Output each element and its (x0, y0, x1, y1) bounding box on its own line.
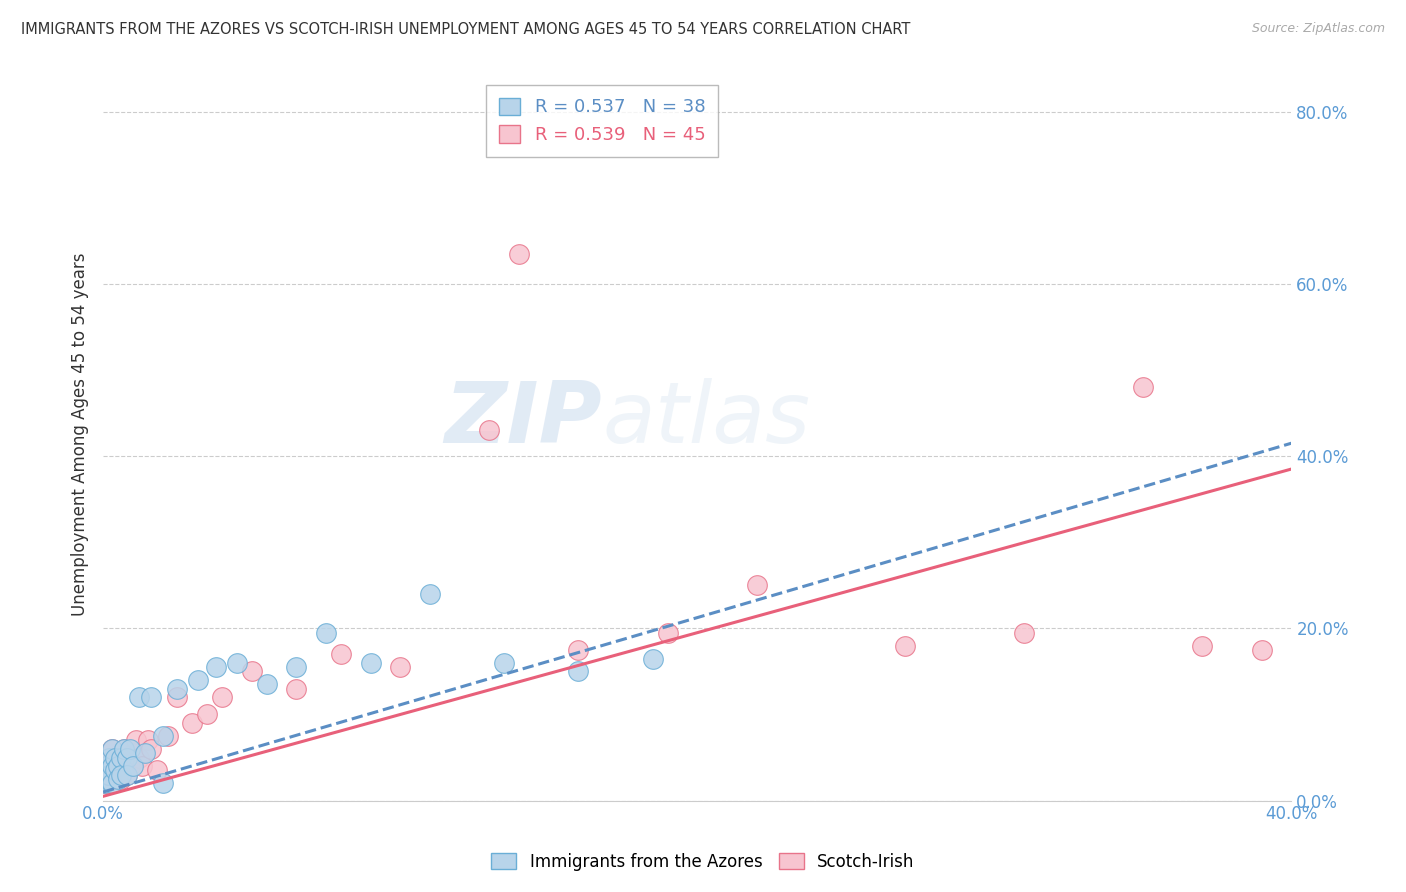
Point (152, 729, 174, 743)
Point (152, 776, 174, 790)
Point (110, 768, 132, 782)
Point (94, 772, 117, 786)
Point (419, 587, 441, 601)
Point (567, 665, 589, 679)
Point (94, 759, 117, 773)
Point (118, 759, 141, 773)
Point (98, 768, 121, 782)
Point (93, 776, 115, 790)
Point (894, 639, 917, 653)
Point (134, 746, 156, 760)
Point (121, 746, 143, 760)
Point (101, 742, 124, 756)
Point (121, 759, 143, 773)
Point (94, 759, 117, 773)
Point (98, 750, 121, 764)
Point (1132, 380, 1154, 394)
Point (110, 772, 132, 786)
Point (104, 750, 127, 764)
Point (508, 246, 530, 260)
Point (478, 423, 501, 437)
Point (745, 578, 768, 592)
Point (285, 681, 308, 696)
Point (1250, 643, 1272, 657)
Point (225, 656, 247, 670)
Point (97, 768, 120, 782)
Point (112, 742, 135, 756)
Point (139, 690, 162, 705)
Point (101, 768, 124, 782)
Legend: Immigrants from the Azores, Scotch-Irish: Immigrants from the Azores, Scotch-Irish (482, 845, 924, 880)
Point (101, 759, 124, 773)
Point (115, 768, 138, 782)
Point (657, 625, 679, 640)
Y-axis label: Unemployment Among Ages 45 to 54 years: Unemployment Among Ages 45 to 54 years (72, 252, 89, 616)
Point (112, 759, 135, 773)
Point (139, 742, 162, 756)
Legend: R = 0.537   N = 38, R = 0.539   N = 45: R = 0.537 N = 38, R = 0.539 N = 45 (486, 85, 718, 157)
Point (205, 660, 228, 674)
Point (112, 742, 135, 756)
Point (315, 625, 337, 640)
Text: ZIP: ZIP (444, 378, 602, 461)
Point (285, 660, 308, 674)
Text: Source: ZipAtlas.com: Source: ZipAtlas.com (1251, 22, 1385, 36)
Point (104, 772, 127, 786)
Point (104, 764, 127, 778)
Point (107, 768, 129, 782)
Point (94, 772, 117, 786)
Point (567, 643, 589, 657)
Point (166, 681, 188, 696)
Point (98, 768, 121, 782)
Point (104, 750, 127, 764)
Point (125, 733, 148, 747)
Text: atlas: atlas (602, 378, 810, 461)
Point (98, 750, 121, 764)
Point (145, 764, 167, 778)
Point (211, 690, 233, 705)
Point (195, 707, 218, 722)
Point (107, 772, 129, 786)
Point (360, 656, 382, 670)
Point (98, 764, 121, 778)
Point (181, 716, 204, 731)
Point (166, 690, 188, 705)
Point (107, 759, 129, 773)
Point (389, 660, 412, 674)
Point (115, 750, 138, 764)
Point (101, 759, 124, 773)
Point (107, 759, 129, 773)
Point (101, 742, 124, 756)
Point (1191, 639, 1213, 653)
Point (157, 729, 180, 743)
Point (256, 677, 278, 691)
Point (110, 750, 132, 764)
Point (101, 776, 124, 790)
Point (128, 750, 150, 764)
Point (93, 776, 115, 790)
Point (641, 651, 664, 665)
Point (115, 768, 138, 782)
Point (494, 656, 516, 670)
Point (110, 750, 132, 764)
Point (136, 733, 159, 747)
Point (1012, 625, 1035, 640)
Point (115, 750, 138, 764)
Point (187, 673, 209, 687)
Text: IMMIGRANTS FROM THE AZORES VS SCOTCH-IRISH UNEMPLOYMENT AMONG AGES 45 TO 54 YEAR: IMMIGRANTS FROM THE AZORES VS SCOTCH-IRI… (21, 22, 911, 37)
Point (118, 742, 141, 756)
Point (131, 759, 153, 773)
Point (128, 690, 150, 705)
Point (329, 647, 352, 661)
Point (240, 665, 263, 679)
